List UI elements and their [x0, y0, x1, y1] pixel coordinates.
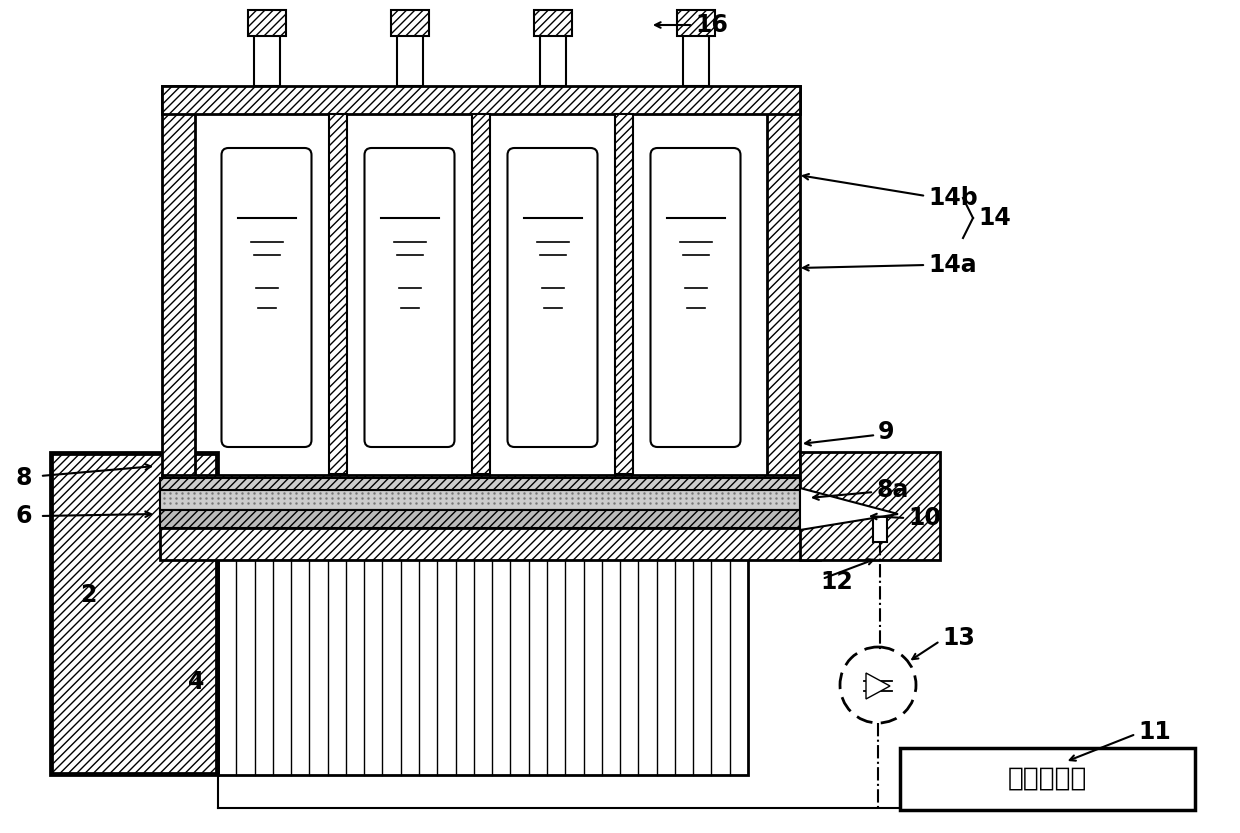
Bar — [248, 10, 285, 36]
Text: 6: 6 — [15, 504, 32, 528]
Text: 14: 14 — [978, 206, 1011, 230]
Text: 14b: 14b — [928, 186, 978, 210]
Text: 8: 8 — [15, 466, 32, 490]
Bar — [329, 114, 347, 474]
Bar — [533, 10, 572, 36]
Bar — [768, 86, 800, 508]
Polygon shape — [50, 452, 218, 775]
FancyBboxPatch shape — [507, 148, 598, 447]
Bar — [52, 454, 216, 773]
Bar — [472, 114, 490, 474]
Bar — [900, 748, 1195, 810]
Text: 12: 12 — [820, 570, 853, 594]
FancyBboxPatch shape — [651, 148, 740, 447]
Bar — [253, 34, 279, 86]
Text: 9: 9 — [878, 420, 894, 444]
FancyBboxPatch shape — [365, 148, 455, 447]
Bar — [160, 510, 800, 528]
Bar — [682, 34, 708, 86]
Bar — [873, 514, 887, 542]
Bar — [162, 86, 195, 508]
Bar — [391, 10, 429, 36]
Text: 14a: 14a — [928, 253, 977, 277]
Bar — [615, 114, 632, 474]
Bar — [677, 10, 714, 36]
Bar — [160, 490, 800, 510]
Text: 16: 16 — [694, 13, 728, 37]
Text: 4: 4 — [188, 670, 205, 694]
Polygon shape — [866, 673, 890, 699]
Bar — [539, 34, 565, 86]
Text: 10: 10 — [908, 506, 941, 530]
Bar — [397, 34, 423, 86]
Text: 2: 2 — [81, 583, 97, 607]
Text: 11: 11 — [1138, 720, 1171, 744]
Bar — [52, 454, 216, 773]
Bar — [162, 475, 800, 508]
Text: 温度控制部: 温度控制部 — [1008, 766, 1087, 792]
Bar — [160, 528, 820, 560]
Text: 13: 13 — [942, 626, 975, 650]
Bar — [218, 558, 748, 775]
Bar — [160, 478, 800, 490]
Text: 8a: 8a — [875, 478, 909, 502]
Bar — [800, 452, 940, 560]
Bar — [162, 86, 800, 114]
Polygon shape — [800, 488, 898, 530]
FancyBboxPatch shape — [222, 148, 311, 447]
